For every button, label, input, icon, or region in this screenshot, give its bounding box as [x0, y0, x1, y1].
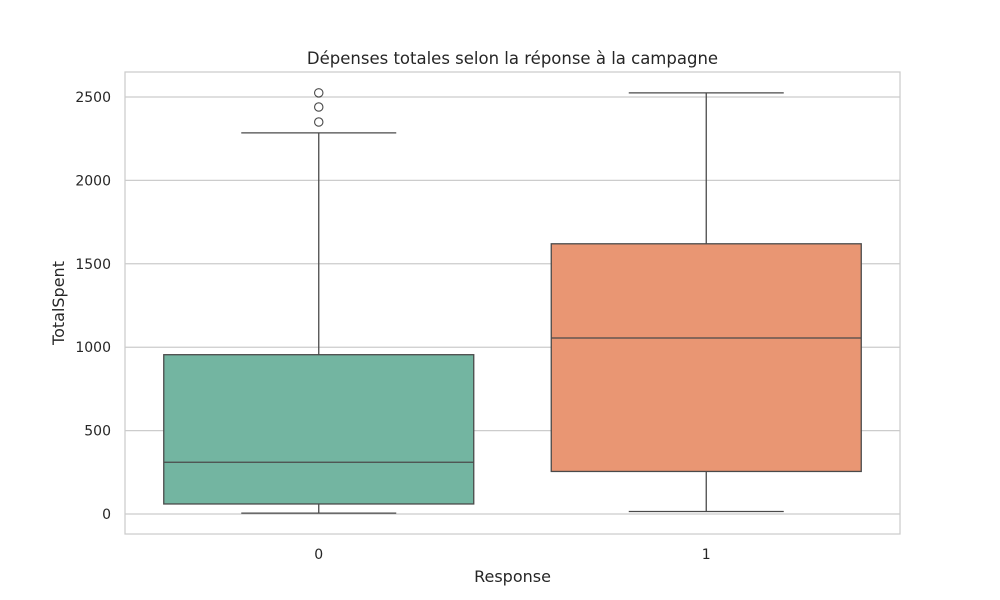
y-tick-label-2500: 2500 [75, 90, 111, 106]
outlier-point-0-0 [313, 117, 324, 127]
x-tick-label-1: 1 [702, 547, 711, 563]
x-axis-label: Response [474, 567, 551, 586]
outlier-point-0-2 [313, 88, 324, 98]
plot-frame [124, 71, 901, 535]
y-tick-label-2000: 2000 [75, 173, 111, 189]
outlier-point-0-1 [313, 102, 324, 112]
y-tick-label-500: 500 [84, 424, 111, 440]
y-axis-ticks: 0 500 1000 1500 2000 2500 [75, 90, 111, 523]
box-group-1 [550, 92, 862, 513]
y-axis-label: TotalSpent [49, 261, 68, 346]
plot-area [163, 88, 862, 514]
chart-title: Dépenses totales selon la réponse à la c… [307, 49, 718, 68]
y-tick-label-1500: 1500 [75, 257, 111, 273]
y-tick-label-0: 0 [102, 507, 111, 523]
y-tick-label-1000: 1000 [75, 340, 111, 356]
box-group-0 [163, 88, 475, 514]
box-0 [163, 354, 475, 505]
box-1 [550, 243, 862, 473]
x-tick-label-0: 0 [314, 547, 323, 563]
